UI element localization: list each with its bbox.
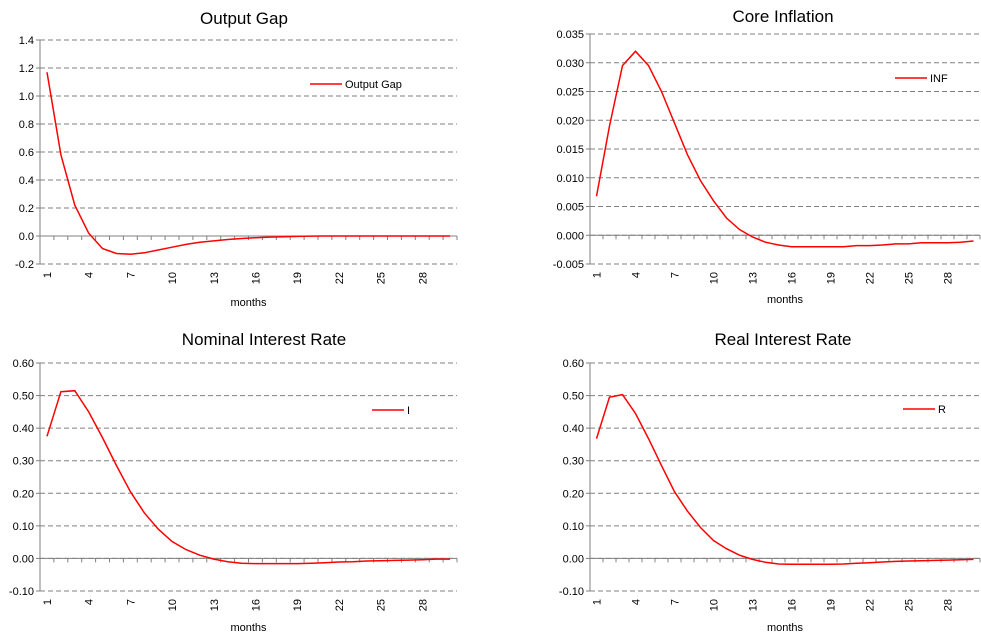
chart-4-ytick-label: 0.40: [563, 423, 584, 435]
chart-4-ytick-label: 0.30: [563, 456, 584, 468]
chart-2-ytick-label: 0.030: [556, 58, 584, 70]
chart-1-series-line: [46, 72, 451, 255]
chart-1-ytick-label: 0.0: [19, 231, 34, 243]
chart-2-ytick-label: 0.015: [556, 144, 584, 156]
chart-3-xlabel: months: [230, 622, 267, 634]
chart-1-title: Output Gap: [200, 9, 288, 28]
chart-3-ytick-label: 0.50: [13, 391, 34, 403]
chart-2-xtick-label: 25: [904, 272, 916, 284]
chart-2-xtick-label: 1: [592, 272, 604, 278]
chart-3-legend-label: I: [407, 405, 410, 417]
chart-4-xtick-label: 13: [748, 599, 760, 611]
chart-3-xtick-label: 1: [42, 599, 54, 605]
chart-3-title: Nominal Interest Rate: [182, 330, 346, 349]
chart-3-xtick-label: 22: [334, 599, 346, 611]
chart-1-xtick-label: 19: [292, 272, 304, 284]
chart-3-xtick-label: 19: [292, 599, 304, 611]
chart-2-ytick-label: -0.005: [553, 259, 584, 271]
chart-2-ytick-label: 0.010: [556, 173, 584, 185]
chart-2-title: Core Inflation: [732, 7, 833, 26]
chart-3-ytick-label: 0.40: [13, 423, 34, 435]
chart-4-xtick-label: 1: [592, 599, 604, 605]
chart-4-title: Real Interest Rate: [714, 330, 851, 349]
chart-1-xtick-label: 16: [250, 272, 262, 284]
chart-3-xtick-label: 25: [376, 599, 388, 611]
chart-1-ytick-label: 1.4: [19, 35, 34, 47]
chart-2-ytick-label: 0.005: [556, 202, 584, 214]
chart-1-xtick-label: 1: [42, 272, 54, 278]
chart-2-ytick-label: 0.020: [556, 115, 584, 127]
chart-3-ytick-label: 0.20: [13, 488, 34, 500]
chart-2-xtick-label: 28: [943, 272, 955, 284]
chart-1-ytick-label: 1.2: [19, 63, 34, 75]
chart-2-ytick-label: 0.025: [556, 87, 584, 99]
chart-3-xtick-label: 28: [417, 599, 429, 611]
chart-3-xtick-label: 16: [250, 599, 262, 611]
chart-3-xtick-label: 13: [209, 599, 221, 611]
chart-3-ytick-label: -0.10: [9, 586, 34, 598]
chart-4-ytick-label: 0.10: [563, 521, 584, 533]
chart-2-xtick-label: 10: [709, 272, 721, 284]
chart-1-ytick-label: 0.4: [19, 175, 34, 187]
chart-1-ytick-label: 0.6: [19, 147, 34, 159]
chart-2-xtick-label: 13: [748, 272, 760, 284]
chart-3-ytick-label: 0.60: [13, 358, 34, 370]
chart-4-ytick-label: -0.10: [559, 586, 584, 598]
chart-1-xtick-label: 25: [376, 272, 388, 284]
chart-3-xtick-label: 4: [84, 599, 96, 605]
chart-1-xtick-label: 10: [167, 272, 179, 284]
chart-1-xtick-label: 4: [84, 272, 96, 278]
chart-4-xtick-label: 10: [709, 599, 721, 611]
chart-4-series-line: [595, 393, 974, 566]
chart-2-legend-label: INF: [930, 73, 948, 85]
chart-4-xtick-label: 19: [826, 599, 838, 611]
chart-2-series-line: [595, 50, 974, 248]
chart-1-ytick-label: 1.0: [19, 91, 34, 103]
chart-4-xtick-label: 25: [904, 599, 916, 611]
chart-2-xtick-label: 22: [865, 272, 877, 284]
chart-2-xtick-label: 16: [787, 272, 799, 284]
chart-2-xtick-label: 19: [826, 272, 838, 284]
chart-3-ytick-label: 0.00: [13, 553, 34, 565]
chart-4-xtick-label: 7: [670, 599, 682, 605]
chart-2-xtick-label: 4: [631, 272, 643, 278]
chart-4-ytick-label: 0.60: [563, 358, 584, 370]
chart-3-series-line: [46, 389, 451, 565]
chart-1-xlabel: months: [230, 297, 267, 309]
chart-1-ytick-label: -0.2: [15, 259, 34, 271]
chart-4-ytick-label: 0.00: [563, 553, 584, 565]
chart-4-xtick-label: 22: [865, 599, 877, 611]
chart-2-xlabel: months: [767, 294, 804, 306]
chart-4-xtick-label: 28: [943, 599, 955, 611]
chart-4-xtick-label: 4: [631, 599, 643, 605]
chart-1-xtick-label: 7: [125, 272, 137, 278]
chart-1-ytick-label: 0.2: [19, 203, 34, 215]
chart-3-xtick-label: 10: [167, 599, 179, 611]
chart-3-ytick-label: 0.10: [13, 521, 34, 533]
chart-1-legend-label: Output Gap: [345, 79, 402, 91]
chart-4-legend-label: R: [938, 404, 946, 416]
chart-4-ytick-label: 0.50: [563, 391, 584, 403]
chart-1-ytick-label: 0.8: [19, 119, 34, 131]
chart-4-xlabel: months: [767, 622, 804, 634]
chart-4-ytick-label: 0.20: [563, 488, 584, 500]
chart-2-ytick-label: 0.035: [556, 29, 584, 41]
chart-1-xtick-label: 28: [417, 272, 429, 284]
chart-2-ytick-label: 0.000: [556, 230, 584, 242]
chart-3-xtick-label: 7: [125, 599, 137, 605]
chart-2-xtick-label: 7: [670, 272, 682, 278]
chart-3-ytick-label: 0.30: [13, 456, 34, 468]
chart-1-xtick-label: 22: [334, 272, 346, 284]
chart-1-xtick-label: 13: [209, 272, 221, 284]
chart-4-xtick-label: 16: [787, 599, 799, 611]
